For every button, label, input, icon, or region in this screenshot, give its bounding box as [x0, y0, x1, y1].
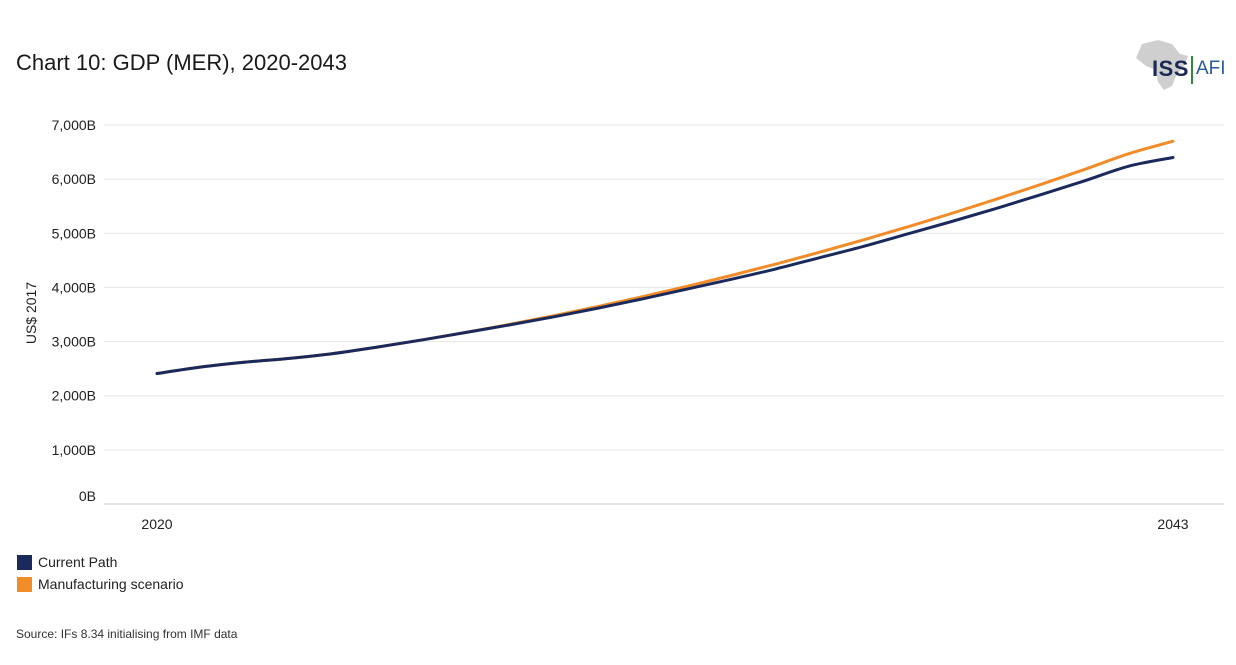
iss-afi-logo: ISS AFI [1128, 36, 1228, 92]
legend: Current Path Manufacturing scenario [17, 551, 184, 595]
x-tick-label: 2020 [141, 516, 172, 532]
y-tick-label: 1,000B [52, 442, 96, 458]
legend-swatch-current-path [17, 554, 32, 570]
series-line-manufacturing-scenario [155, 139, 1175, 376]
source-note: Source: IFs 8.34 initialising from IMF d… [16, 627, 238, 641]
legend-swatch-manufacturing-scenario [17, 576, 32, 592]
legend-label-current-path: Current Path [38, 554, 118, 570]
logo-divider [1191, 56, 1193, 84]
logo-primary-text: ISS [1152, 56, 1189, 81]
grid-lines [104, 124, 1224, 505]
y-tick-label: 0B [79, 488, 96, 504]
y-tick-label: 3,000B [52, 334, 96, 350]
y-tick-label: 4,000B [52, 279, 96, 295]
y-tick-label: 5,000B [52, 225, 96, 241]
series-lines [155, 139, 1175, 376]
y-axis-label: US$ 2017 [23, 282, 39, 344]
y-tick-label: 7,000B [52, 117, 96, 133]
chart-title: Chart 10: GDP (MER), 2020-2043 [16, 50, 347, 75]
y-tick-label: 2,000B [52, 388, 96, 404]
legend-label-manufacturing-scenario: Manufacturing scenario [38, 576, 184, 592]
legend-item-manufacturing-scenario[interactable]: Manufacturing scenario [17, 573, 184, 595]
x-tick-labels: 2020 2043 [141, 516, 1188, 532]
africa-map-icon [1136, 40, 1188, 90]
x-tick-label: 2043 [1157, 516, 1188, 532]
y-tick-labels: 0B 1,000B 2,000B 3,000B 4,000B 5,000B 6,000B 7,… [52, 117, 96, 504]
legend-item-current-path[interactable]: Current Path [17, 551, 184, 573]
logo-secondary-text: AFI [1196, 58, 1226, 79]
series-line-current-path [155, 155, 1175, 376]
y-tick-label: 6,000B [52, 171, 96, 187]
